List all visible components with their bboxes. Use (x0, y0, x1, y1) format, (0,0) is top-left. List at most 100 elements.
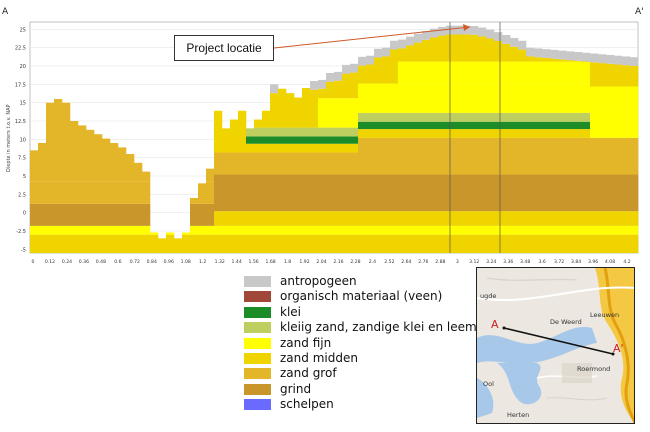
profile-layer (566, 112, 575, 122)
profile-layer (470, 34, 479, 62)
profile-layer (254, 174, 263, 212)
profile-layer (54, 234, 63, 253)
profile-layer (342, 225, 351, 235)
profile-layer (478, 112, 487, 122)
profile-layer (326, 136, 335, 144)
profile-layer (294, 136, 303, 144)
profile-layer (606, 108, 615, 138)
profile-layer (398, 234, 407, 253)
profile-layer (582, 137, 591, 175)
profile-layer (542, 234, 551, 253)
profile-layer (342, 174, 351, 212)
profile-layer (238, 110, 247, 153)
x-tick-label: 0.72 (130, 259, 140, 265)
profile-layer (462, 121, 471, 130)
profile-layer (390, 211, 399, 226)
x-tick-label: 1.2 (199, 259, 206, 265)
profile-layer (470, 174, 479, 212)
profile-layer (486, 137, 495, 175)
profile-layer (422, 61, 431, 84)
map-place-ugde: ugde (480, 292, 497, 300)
profile-layer (398, 48, 407, 62)
profile-layer (614, 137, 623, 175)
profile-layer (502, 43, 511, 62)
profile-layer (334, 174, 343, 212)
profile-layer (438, 61, 447, 84)
profile-layer (510, 46, 519, 62)
profile-layer (390, 174, 399, 212)
profile-layer (494, 121, 503, 130)
profile-layer (110, 234, 119, 253)
profile-layer (550, 121, 559, 130)
profile-layer (286, 152, 295, 175)
profile-layer (518, 211, 527, 226)
profile-layer (302, 88, 311, 128)
profile-layer (262, 127, 271, 137)
x-tick-label: 2.88 (435, 259, 445, 265)
profile-layer (406, 45, 415, 62)
profile-layer (518, 137, 527, 175)
profile-layer (366, 137, 375, 175)
map-place-de-weerd: De Weerd (550, 318, 582, 326)
profile-layer (502, 225, 511, 235)
y-tick-label: -5 (21, 247, 26, 253)
profile-layer (542, 49, 551, 58)
profile-layer (254, 119, 263, 128)
map-graphic (477, 268, 634, 423)
profile-layer (38, 203, 47, 226)
profile-layer (198, 203, 207, 226)
location-map: A A' De Weerd Leeuwen Roermond Herten Oo… (476, 267, 635, 424)
profile-layer (230, 234, 239, 253)
profile-layer (230, 225, 239, 235)
profile-layer (550, 174, 559, 212)
profile-layer (182, 232, 191, 235)
profile-layer (126, 203, 135, 226)
profile-layer (294, 211, 303, 226)
x-tick-label: 2.64 (401, 259, 411, 265)
profile-layer (542, 83, 551, 113)
profile-layer (526, 129, 535, 138)
profile-layer (470, 225, 479, 235)
profile-layer (622, 211, 631, 226)
profile-layer (478, 225, 487, 235)
profile-layer (566, 211, 575, 226)
profile-layer (206, 203, 215, 226)
profile-layer (454, 112, 463, 122)
profile-layer (518, 40, 527, 50)
profile-layer (374, 234, 383, 253)
profile-layer (46, 234, 55, 253)
profile-layer (622, 137, 631, 175)
profile-layer (486, 129, 495, 138)
profile-layer (518, 129, 527, 138)
profile-layer (254, 234, 263, 253)
profile-layer (302, 211, 311, 226)
profile-layer (94, 134, 103, 182)
profile-layer (222, 128, 231, 153)
profile-layer (350, 136, 359, 144)
profile-layer (398, 83, 407, 113)
profile-layer (286, 225, 295, 235)
profile-layer (46, 181, 55, 204)
profile-layer (510, 225, 519, 235)
profile-layer (270, 127, 279, 137)
profile-layer (78, 181, 87, 204)
profile-layer (462, 83, 471, 113)
x-tick-label: 1.56 (249, 259, 259, 265)
profile-layer (30, 150, 39, 182)
profile-layer (558, 59, 567, 62)
profile-layer (502, 137, 511, 175)
profile-layer (334, 127, 343, 137)
profile-layer (454, 174, 463, 212)
profile-layer (134, 181, 143, 204)
profile-layer (310, 143, 319, 153)
profile-layer (534, 48, 543, 58)
profile-layer (254, 225, 263, 235)
map-place-ool: Ool (483, 380, 494, 388)
profile-layer (102, 225, 111, 235)
profile-layer (582, 52, 591, 62)
x-tick-label: 3.96 (588, 259, 598, 265)
profile-layer (462, 137, 471, 175)
legend-item-antropogeen: antropogeen (244, 274, 476, 289)
profile-layer (526, 225, 535, 235)
profile-layer (534, 83, 543, 113)
